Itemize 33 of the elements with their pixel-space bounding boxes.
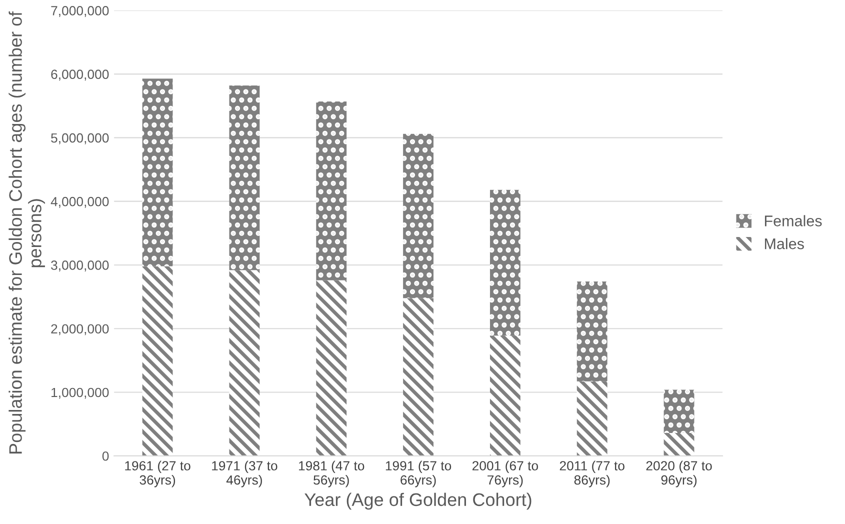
bar [576, 381, 608, 456]
bar [664, 432, 694, 456]
bar [576, 282, 608, 382]
y-tick-label: 4,000,000 [50, 196, 109, 208]
bar [403, 134, 434, 298]
y-tick-label: 1,000,000 [52, 388, 109, 399]
bar [316, 280, 347, 456]
legend-label: Females [764, 215, 822, 226]
y-tick-label: 3,000,000 [51, 260, 109, 272]
x-tick-label: 2001 (67 to 76yrs) [472, 460, 538, 488]
x-tick-label: 1981 (47 to 56yrs) [298, 460, 364, 488]
x-tick-label: 2020 (87 to 96yrs) [646, 460, 712, 488]
x-tick-label: 1991 (57 to 66yrs) [386, 460, 452, 488]
x-tick-label: 2011 (77 to 86yrs) [560, 460, 624, 488]
bar [664, 390, 694, 433]
bar [142, 266, 173, 456]
y-tick-label: 0 [102, 451, 109, 461]
y-tick-label: 7,000,000 [51, 6, 109, 17]
x-tick-label: 1961 (27 to 36yrs) [125, 460, 190, 488]
bar [403, 298, 434, 456]
bar [490, 190, 520, 336]
bar [229, 86, 260, 270]
legend-label: Males [764, 238, 804, 250]
bar [316, 101, 347, 280]
y-tick-label: 2,000,000 [51, 324, 109, 336]
x-tick-label: 1971 (37 to 46yrs) [212, 460, 278, 488]
bar [490, 336, 520, 456]
bar [142, 78, 173, 266]
y-tick-label: 5,000,000 [51, 133, 109, 144]
bar [229, 270, 260, 456]
x-axis-title: Year (Age of Golden Cohort) [304, 492, 532, 510]
y-tick-label: 6,000,000 [51, 70, 109, 81]
y-axis-title: Population estimate for Goldon Cohort ages (number of persons) [8, 11, 45, 454]
